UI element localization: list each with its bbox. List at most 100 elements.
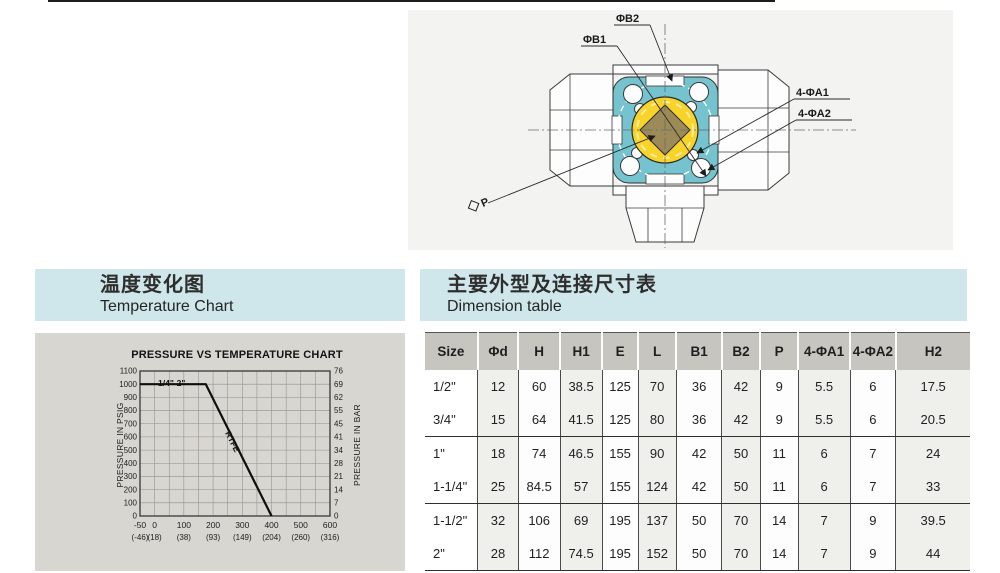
table-cell: 74.5: [559, 537, 603, 571]
y-tick-psig: 800: [124, 406, 138, 415]
table-cell: 14: [759, 503, 799, 537]
table-cell: 155: [601, 470, 639, 504]
column-header: H: [517, 332, 561, 370]
x-tick-c: (93): [206, 533, 221, 542]
y-tick-psig: 200: [124, 485, 138, 494]
table-cell: 70: [721, 537, 761, 571]
x-tick-f: 500: [294, 520, 308, 530]
x-tick-f: -50: [134, 520, 147, 530]
table-cell: 36: [675, 403, 722, 437]
table-row: 1-1/2" 32 106 69 195 137 50 70 14 7 9 39.5: [425, 503, 970, 537]
table-cell: 42: [721, 370, 761, 403]
table-cell: 15: [477, 403, 519, 437]
y-tick-psig: 400: [124, 459, 138, 468]
pressure-temperature-chart: 1100100090080070060050040030020010007669…: [115, 349, 362, 542]
x-tick-f: 600: [323, 520, 337, 530]
table-cell: 106: [517, 503, 561, 537]
column-header: 4-ΦA1: [797, 332, 851, 370]
table-cell: 38.5: [559, 370, 603, 403]
y-tick-bar: 76: [334, 367, 343, 376]
table-cell: 1": [433, 446, 445, 461]
table-cell: 42: [721, 403, 761, 437]
table-cell: 9: [759, 370, 799, 403]
table-cell: 90: [637, 436, 677, 470]
table-cell: 14: [759, 537, 799, 571]
table-cell: 50: [721, 436, 761, 470]
temperature-chart-title-en: Temperature Chart: [100, 298, 234, 315]
table-cell: 2": [425, 537, 478, 571]
mount-hole-a2: [620, 156, 640, 176]
x-tick-c: (18): [147, 533, 162, 542]
column-header: L: [637, 332, 677, 370]
dimension-callouts: ΦB2 ΦB1 4-ΦA1 4-ΦA2 P: [467, 13, 852, 212]
table-cell: 42: [675, 436, 722, 470]
table-cell: 42: [675, 470, 722, 504]
column-header: H1: [559, 332, 603, 370]
y-tick-bar: 45: [334, 419, 343, 428]
table-cell: 11: [759, 470, 799, 504]
dim-label-b1: ΦB1: [583, 34, 606, 46]
table-cell: 6: [849, 370, 896, 403]
y-tick-bar: 21: [334, 472, 343, 481]
table-cell: 9: [849, 537, 896, 571]
temperature-chart-title-zh: 温度变化图: [100, 274, 205, 296]
table-cell: 1/2": [433, 379, 456, 394]
y-tick-psig: 900: [124, 393, 138, 402]
table-header-row: Size Φd H H1 E L B1 B2 P 4-ΦA1 4-ΦA2 H2: [425, 332, 970, 370]
y-axis-label-psig: PRESSURE IN PSIG: [115, 402, 125, 487]
plot-border: [139, 370, 331, 517]
y-tick-psig: 700: [124, 419, 138, 428]
y-tick-psig: 300: [124, 472, 138, 481]
table-cell: 50: [675, 537, 722, 571]
table-cell: 125: [601, 370, 639, 403]
table-cell: 80: [637, 403, 677, 437]
table-cell: 60: [517, 370, 561, 403]
column-header: 4-ΦA2: [849, 332, 896, 370]
column-header: Size: [425, 332, 478, 370]
table-cell: 36: [675, 370, 722, 403]
y-tick-bar: 55: [334, 406, 343, 415]
table-cell: 18: [477, 436, 519, 470]
y-tick-bar: 7: [334, 499, 339, 508]
table-cell: 7: [849, 436, 896, 470]
table-cell: 64: [517, 403, 561, 437]
table-row: 2" 28 112 74.5 195 152 50 70 14 7 9 44: [425, 537, 970, 571]
table-cell: 6: [797, 436, 851, 470]
table-row: 3/4" 15 64 41.5 125 80 36 42 9 5.5 6 20.5: [425, 403, 970, 437]
column-header: B1: [675, 332, 722, 370]
x-tick-c: (38): [177, 533, 192, 542]
dimension-table-title-zh: 主要外型及连接尺寸表: [447, 274, 657, 296]
x-tick-f: 100: [177, 520, 191, 530]
table-cell: 32: [477, 503, 519, 537]
table-cell: 124: [637, 470, 677, 504]
table-row: 1" 18 74 46.5 155 90 42 50 11 6 7 24: [425, 436, 970, 470]
dimension-table-wrap: Size Φd H H1 E L B1 B2 P 4-ΦA1 4-ΦA2 H2 1/2" 12 60 38.…: [425, 332, 970, 573]
x-tick-f: 200: [206, 520, 220, 530]
stem-square-callout: P: [467, 196, 491, 212]
table-cell: 11: [759, 436, 799, 470]
table-cell: 39.5: [895, 503, 970, 537]
y-tick-psig: 0: [133, 512, 138, 521]
table-cell: 137: [637, 503, 677, 537]
table-cell: 69: [559, 503, 603, 537]
table-cell: 9: [849, 503, 896, 537]
dim-label-a2: 4-ΦA2: [798, 108, 831, 120]
y-axis-label-bar: PRESSURE IN BAR: [352, 404, 362, 486]
table-cell: 25: [477, 470, 519, 504]
column-header: H2: [894, 332, 970, 370]
table-row: 1-1/4" 25 84.5 57 155 124 42 50 11 6 7 33: [425, 470, 970, 504]
y-tick-psig: 1000: [119, 380, 137, 389]
dim-label-p: P: [479, 196, 491, 210]
table-cell: 57: [559, 470, 603, 504]
table-cell: 20.5: [895, 403, 970, 437]
series-line-rtfe: [140, 383, 273, 517]
table-cell: 50: [721, 470, 761, 504]
table-cell: 155: [601, 436, 639, 470]
y-tick-psig: 600: [124, 433, 138, 442]
table-cell: 5.5: [797, 370, 851, 403]
column-header: Φd: [476, 332, 519, 370]
table-cell: 7: [849, 470, 896, 504]
dimension-table-title-en: Dimension table: [447, 298, 562, 315]
table-cell: 152: [637, 537, 677, 571]
table-cell: 70: [637, 370, 677, 403]
